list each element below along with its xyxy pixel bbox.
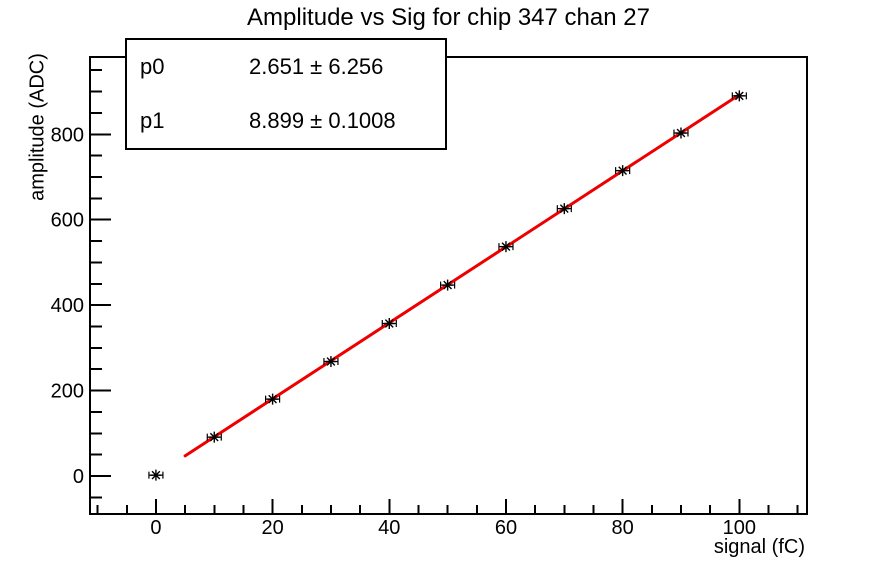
y-tick-label: 600 [51,210,84,232]
y-tick-label: 200 [51,381,84,403]
x-axis-title: signal (fC) [713,536,805,558]
x-tick-label: 80 [612,517,634,539]
y-tick-label: 400 [51,295,84,317]
data-point-marker [501,242,511,252]
data-point-marker [209,432,219,442]
fit-param-value: 8.899 ± 0.1008 [249,108,396,133]
x-tick-label: 0 [150,517,161,539]
data-point-marker [559,204,569,214]
data-point-marker [268,394,277,404]
fit-line [183,93,741,458]
chart-title: Amplitude vs Sig for chip 347 chan 27 [247,4,650,31]
y-tick-label: 0 [73,466,84,488]
data-point-marker [443,280,453,290]
x-tick-label: 60 [495,517,517,539]
data-point-marker [151,470,161,480]
data-point-marker [618,166,628,176]
fit-param-name: p1 [140,108,165,133]
stats-row-p1: p1 8.899 ± 0.1008 [127,96,445,146]
x-tick-label: 40 [378,517,400,539]
fit-param-name: p0 [140,54,165,79]
y-axis-title: amplitude (ADC) [26,53,49,201]
y-tick-label: 800 [51,124,84,146]
fit-param-value: 2.651 ± 6.256 [249,54,384,79]
x-tick-label: 100 [723,517,756,539]
fit-stats-box: p0 2.651 ± 6.256 p1 8.899 ± 0.1008 [125,38,447,150]
stats-row-p0: p0 2.651 ± 6.256 [127,42,445,92]
data-point-marker [384,319,394,328]
data-point-marker [326,357,336,366]
x-tick-label: 20 [261,517,283,539]
data-point-marker [734,91,744,101]
data-point-marker [676,128,686,138]
